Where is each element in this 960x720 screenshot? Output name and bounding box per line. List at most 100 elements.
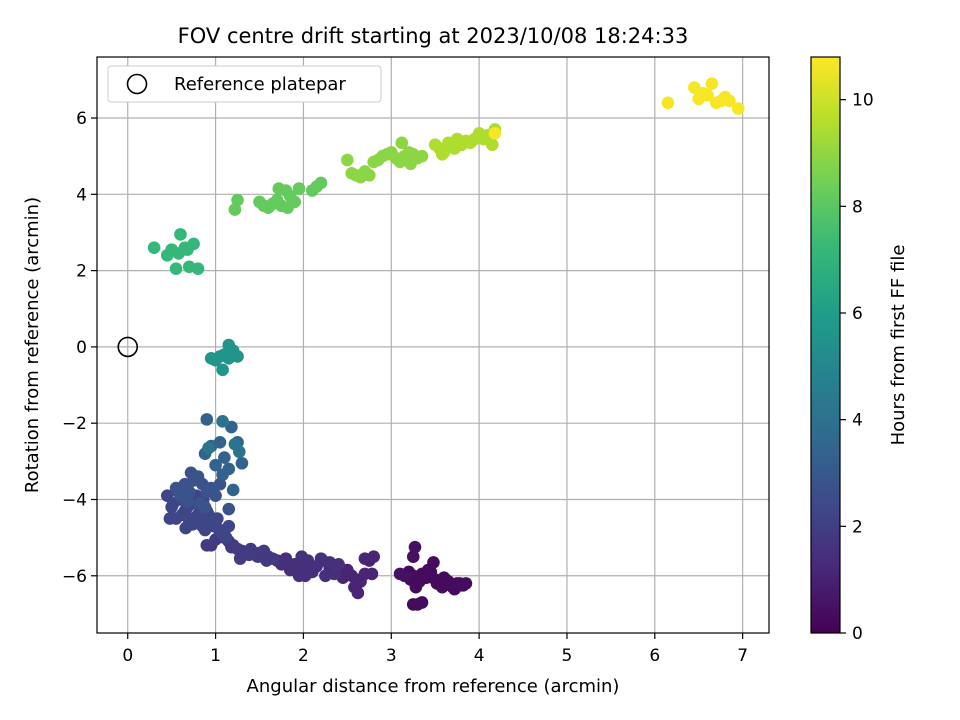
- data-point: [216, 363, 229, 377]
- colorbar-tick-label: 2: [852, 517, 863, 537]
- colorbar-tick-label: 0: [852, 624, 863, 644]
- data-point: [213, 435, 227, 449]
- y-axis-label: Rotation from reference (arcmin): [22, 197, 43, 493]
- data-point: [304, 565, 317, 579]
- x-tick-label: 1: [210, 646, 221, 666]
- data-point: [365, 567, 379, 581]
- data-point: [226, 483, 240, 497]
- data-point: [457, 579, 470, 592]
- x-tick-label: 7: [737, 646, 748, 666]
- legend-reference-marker: [126, 73, 148, 95]
- data-point: [723, 94, 736, 108]
- data-point: [211, 512, 224, 525]
- data-point: [281, 201, 294, 214]
- x-tick-label: 6: [649, 646, 660, 666]
- data-point: [235, 456, 249, 470]
- data-point: [272, 182, 286, 195]
- data-point: [358, 552, 372, 565]
- legend: Reference platepar: [107, 65, 382, 103]
- data-point: [341, 153, 354, 167]
- data-point: [485, 138, 499, 152]
- scatter-points: [147, 77, 745, 611]
- data-point: [351, 586, 365, 600]
- data-point: [218, 451, 231, 464]
- data-point: [163, 512, 177, 525]
- data-point: [209, 458, 222, 472]
- colorbar-tick-label: 10: [852, 91, 874, 111]
- data-point: [174, 228, 187, 241]
- data-point: [184, 466, 198, 480]
- data-point: [200, 413, 214, 426]
- data-point: [219, 531, 233, 544]
- data-point: [225, 540, 238, 554]
- data-point: [448, 142, 461, 155]
- data-point: [705, 77, 719, 91]
- colorbar-tick-label: 6: [852, 304, 863, 324]
- y-axis-ticks: −6 −4 −2 0 2 4 6: [62, 109, 97, 587]
- y-tick-label: 4: [76, 185, 87, 205]
- data-point: [231, 193, 244, 207]
- y-tick-label: 0: [76, 338, 87, 358]
- y-tick-label: −2: [62, 414, 87, 434]
- data-point: [147, 241, 161, 255]
- x-axis-label: Angular distance from reference (arcmin): [247, 676, 620, 697]
- data-point: [191, 262, 205, 276]
- data-point: [435, 147, 449, 161]
- data-point: [363, 168, 376, 182]
- data-point: [295, 550, 308, 564]
- data-point: [661, 96, 675, 110]
- data-point: [186, 517, 200, 531]
- data-point: [216, 414, 229, 428]
- data-point: [731, 102, 745, 115]
- data-point: [200, 538, 214, 552]
- y-tick-label: −4: [62, 490, 87, 510]
- data-point: [209, 489, 222, 502]
- colorbar-ticks: 0 2 4 6 8 10: [840, 91, 874, 644]
- y-tick-label: 2: [76, 262, 87, 282]
- data-point: [231, 350, 244, 363]
- data-point: [314, 176, 328, 190]
- data-point: [181, 495, 194, 508]
- data-point: [169, 262, 183, 276]
- data-point: [216, 468, 229, 481]
- data-point: [701, 88, 714, 102]
- data-point: [327, 567, 341, 581]
- x-tick-label: 0: [122, 646, 133, 666]
- data-point: [332, 558, 345, 571]
- data-point: [233, 445, 246, 459]
- data-point: [213, 477, 227, 491]
- data-point: [395, 136, 409, 150]
- colorbar-tick-label: 4: [852, 411, 863, 431]
- data-point: [488, 126, 502, 140]
- data-point: [193, 497, 207, 510]
- colorbar: 0 2 4 6 8 10 Hours from first FF file: [810, 56, 909, 644]
- data-point: [393, 567, 407, 581]
- data-point: [404, 157, 417, 171]
- legend-box: [107, 65, 382, 103]
- x-tick-label: 4: [474, 646, 485, 666]
- colorbar-label: Hours from first FF file: [888, 245, 909, 446]
- x-tick-label: 2: [298, 646, 309, 666]
- y-tick-label: 6: [76, 109, 87, 129]
- data-point: [292, 182, 306, 195]
- x-axis-ticks: 0 1 2 3 4 5 6 7: [122, 633, 748, 666]
- data-point: [202, 441, 215, 455]
- data-point: [415, 596, 429, 609]
- data-point: [222, 502, 236, 516]
- data-point: [408, 540, 422, 554]
- data-point: [406, 550, 420, 564]
- chart-title: FOV centre drift starting at 2023/10/08 …: [178, 24, 689, 48]
- x-tick-label: 3: [386, 646, 397, 666]
- data-point: [316, 554, 330, 567]
- data-point: [222, 338, 236, 352]
- data-point: [182, 485, 196, 499]
- y-tick-label: −6: [62, 567, 87, 587]
- plot-frame: [96, 56, 770, 634]
- colorbar-tick-label: 8: [852, 197, 863, 217]
- reference-platepar-marker: [117, 336, 139, 358]
- legend-entry-reference-platepar: Reference platepar: [174, 74, 346, 95]
- data-point: [181, 243, 194, 256]
- colorbar-gradient: [810, 56, 841, 634]
